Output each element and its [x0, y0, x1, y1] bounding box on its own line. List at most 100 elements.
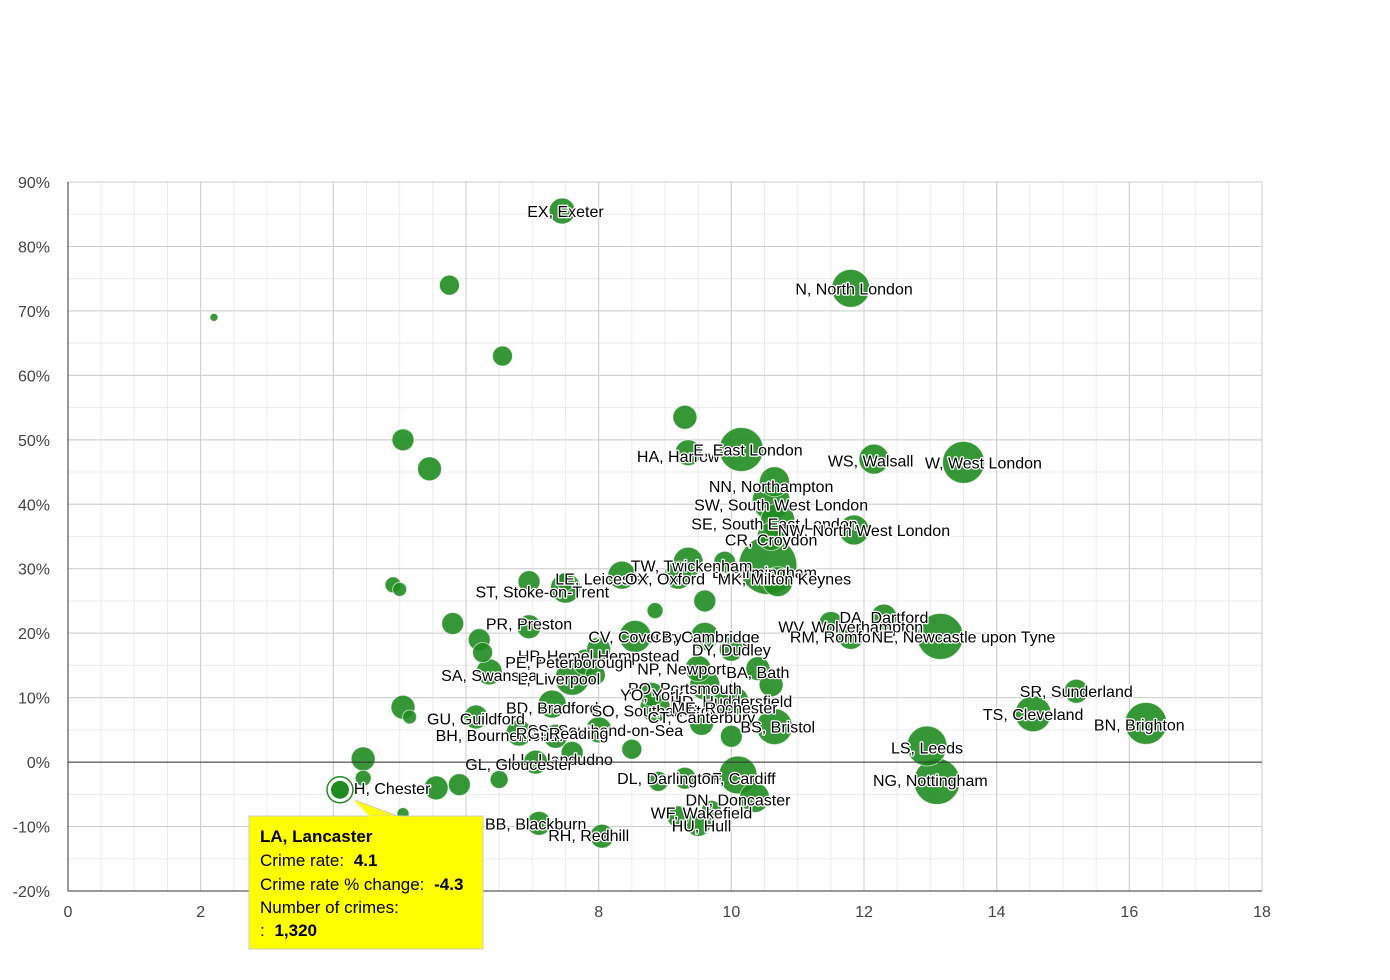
- bubble-label: BH, Bournemouth: [436, 728, 563, 745]
- tooltip-count: : 1,320: [260, 921, 317, 940]
- bubble-label: RG, Reading: [516, 726, 609, 743]
- bubble-point: [438, 274, 460, 296]
- bubble-point: [755, 708, 793, 746]
- bubble-point: [589, 823, 615, 849]
- bubble-label: W, West London: [925, 455, 1042, 472]
- bubble-label: YO, York: [620, 687, 684, 704]
- bubble-point: [831, 268, 871, 308]
- y-tick-label: -10%: [13, 820, 50, 837]
- bubble-label: DA, Dartford: [839, 610, 928, 627]
- tooltip-change-label: Crime rate % change:: [260, 875, 424, 894]
- bubble-label: OX, Oxford: [625, 571, 705, 588]
- bubble-label: TW, Twickenham: [631, 559, 753, 576]
- bubble-label: SE, South East London: [691, 517, 857, 534]
- y-tick-label: 80%: [18, 239, 50, 256]
- bubble-point: [700, 799, 722, 821]
- bubble-point: [838, 514, 870, 546]
- x-tick-label: 8: [594, 904, 603, 921]
- y-tick-label: 10%: [18, 691, 50, 708]
- bubble-label: PR, Preston: [486, 617, 572, 634]
- x-tick-label: 12: [855, 904, 873, 921]
- major-gridlines: [67, 181, 1263, 892]
- bubble-point: [441, 612, 465, 636]
- tooltip-rate-label: Crime rate:: [260, 851, 344, 870]
- bubble-point: [858, 443, 890, 475]
- bubble-label: WV, Wolverhampton: [778, 620, 923, 637]
- bubble-label: CT, Canterbury: [648, 710, 756, 727]
- bubble-label: CF, Cardiff: [700, 771, 776, 788]
- tooltip-count-label: Number of crimes:: [260, 898, 399, 917]
- bubble-point: [618, 619, 652, 653]
- bubble-point: [663, 560, 693, 590]
- bubble-point: [674, 439, 702, 467]
- tooltip: LA, Lancaster Crime rate: 4.1 Crime rate…: [248, 799, 484, 950]
- bubble-label: SR, Sunderland: [1020, 684, 1133, 701]
- bubble-point: [916, 612, 964, 660]
- bubble-point: [621, 738, 643, 760]
- bubble-point: [516, 614, 542, 640]
- bubble-label: SA, Swansea: [441, 668, 537, 685]
- bubble-label: NG, Nottingham: [873, 773, 988, 790]
- bubble-point: [756, 522, 786, 551]
- bubble-label: PE, Peterborough: [505, 655, 632, 672]
- bubble-label: HP, Hemel Hempstead: [518, 649, 680, 666]
- bubble-point: [526, 810, 552, 836]
- bubble-point: [837, 622, 865, 650]
- bubble-label: SW, South West London: [694, 497, 868, 514]
- bubble-label: ME, Rochester: [672, 700, 778, 717]
- bubble-label: SO, Southampton: [591, 704, 718, 721]
- bubble-label: CB, Cambridge: [650, 629, 759, 646]
- y-tick-label: 90%: [18, 175, 50, 192]
- bubble-label: NE, Newcastle upon Tyne: [872, 629, 1056, 646]
- tooltip-title: LA, Lancaster: [260, 827, 373, 846]
- tooltip-rate-value: 4.1: [354, 851, 378, 870]
- bubble-point: [646, 602, 664, 620]
- y-tick-label: 70%: [18, 304, 50, 321]
- tooltip-box: [248, 815, 484, 950]
- bubble-label: E, East London: [693, 442, 802, 459]
- bubble-point: [1014, 695, 1052, 733]
- bubble-point: [391, 428, 415, 452]
- x-tick-label: 18: [1253, 904, 1271, 921]
- bubble-label: HD, Huddersfield: [670, 694, 792, 711]
- highlight-point: [330, 780, 349, 799]
- x-tick-label: 0: [64, 904, 73, 921]
- bubble-point: [423, 775, 449, 801]
- bubble-point: [906, 725, 948, 767]
- bubble-point: [209, 312, 219, 322]
- bubble-label: CV, Coventry: [588, 629, 682, 646]
- bubble-point: [392, 581, 408, 597]
- bubble-point: [647, 770, 669, 792]
- y-tick-label: 20%: [18, 626, 50, 643]
- bubble-label: MK, Milton Keynes: [718, 571, 851, 588]
- bubble-label: N, North London: [795, 281, 912, 298]
- bubble-label: RM, Romford: [790, 629, 885, 646]
- bubble-point: [537, 689, 567, 719]
- bubble-point: [560, 740, 584, 764]
- bubble-point: [584, 664, 606, 686]
- bubble-label: BA, Bath: [726, 665, 789, 682]
- bubble-label: WS, Walsall: [828, 453, 914, 470]
- x-tick-label: 2: [196, 904, 205, 921]
- bubble-point: [1124, 701, 1168, 745]
- bubble-label: B, Birmingham: [712, 565, 817, 582]
- bubble-point: [472, 642, 494, 664]
- bubble-label: DN, Doncaster: [686, 792, 792, 809]
- bubble-label: RH, Redhill: [548, 828, 629, 845]
- bubble-label: LS, Leeds: [891, 740, 963, 757]
- bubble-label: BN, Brighton: [1094, 718, 1185, 735]
- bubble-point: [719, 724, 743, 748]
- bubble-label: LE, Leicester: [555, 571, 649, 588]
- bubble-point: [684, 655, 712, 683]
- tooltip-change: Crime rate % change: -4.3: [260, 875, 463, 894]
- x-tick-label: 14: [988, 904, 1006, 921]
- tooltip-count-prefix: :: [260, 921, 265, 940]
- bubble-label: EX, Exeter: [527, 204, 604, 221]
- bubble-label: SS, Southend-on-Sea: [527, 723, 683, 740]
- bubble-point: [758, 672, 784, 698]
- tooltip-count-value: 1,320: [274, 921, 317, 940]
- bubble-point: [489, 769, 509, 789]
- bubble-label: CR, Croydon: [725, 533, 817, 550]
